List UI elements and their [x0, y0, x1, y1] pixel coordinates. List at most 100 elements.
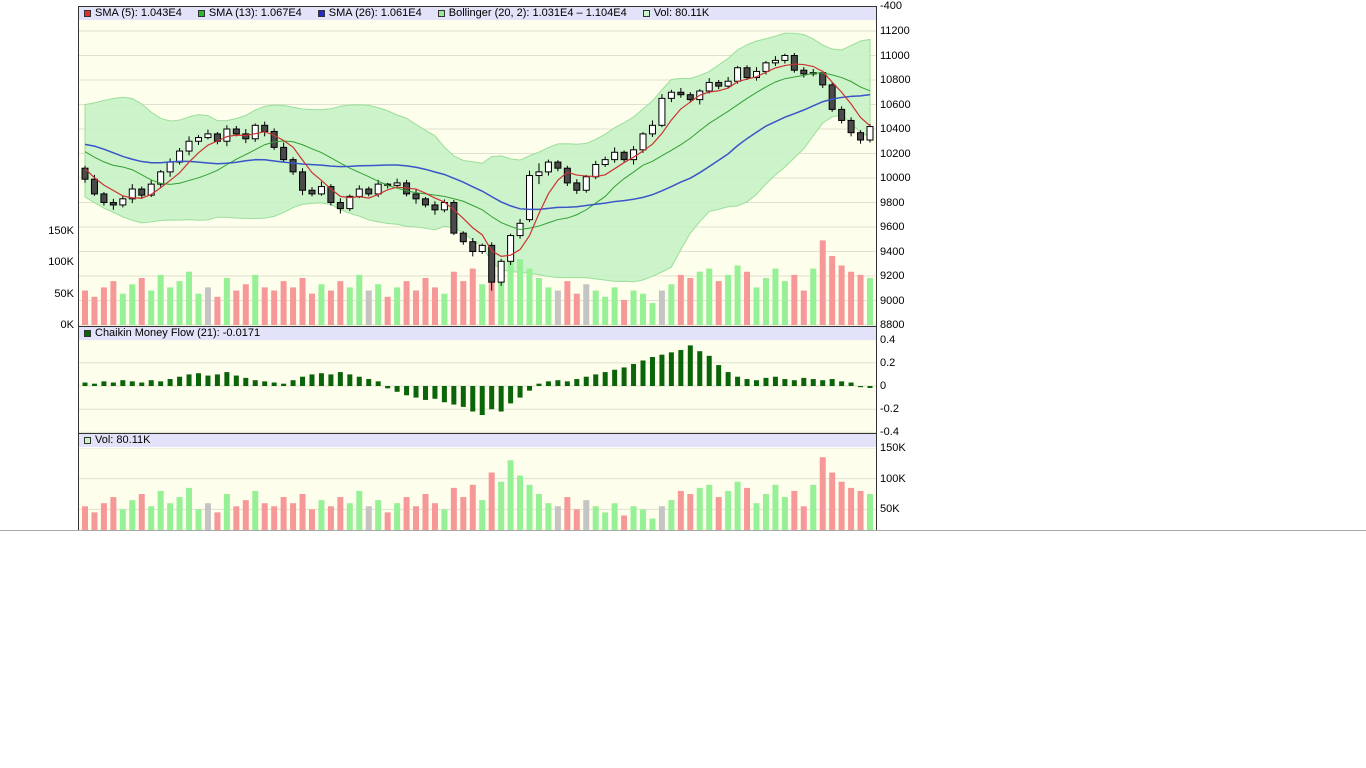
volume-bar: [384, 296, 391, 325]
legend-swatch-icon: [197, 10, 205, 17]
volume-bar: [375, 284, 382, 325]
volume-bar: [167, 503, 174, 530]
cmf-bar: [517, 386, 523, 398]
volume-bar: [261, 287, 268, 325]
volume-bar: [640, 509, 647, 530]
cmf-bar: [309, 374, 315, 386]
volume-bar: [204, 503, 211, 530]
cmf-bar: [725, 372, 731, 386]
legend-item[interactable]: Vol: 80.11K: [642, 7, 710, 20]
volume-bar: [781, 281, 788, 325]
axis-tick-label: 150K: [880, 442, 906, 454]
cmf-bar: [385, 386, 391, 389]
legend-item[interactable]: SMA (13): 1.067E4: [197, 7, 302, 20]
cmf-bar: [281, 383, 287, 386]
volume-bar: [403, 497, 410, 530]
legend-swatch-icon: [642, 10, 650, 17]
volume-bar: [677, 274, 684, 325]
legend-item[interactable]: Chaikin Money Flow (21): -0.0171: [84, 327, 260, 340]
volume-bar: [157, 490, 164, 530]
volume-bar: [781, 497, 788, 530]
volume-bar: [148, 506, 155, 530]
candle-body: [620, 151, 628, 161]
volume-bar: [517, 475, 524, 530]
candle-body: [90, 178, 98, 195]
cmf-bar: [716, 365, 722, 386]
volume-bar: [242, 284, 249, 325]
volume-bar: [725, 490, 732, 530]
candle-body: [705, 81, 713, 92]
volume-bar: [611, 503, 618, 530]
volume-bar: [554, 290, 561, 325]
volume-bar: [791, 274, 798, 325]
candle-body: [431, 204, 439, 211]
cmf-bar: [668, 352, 674, 386]
candle-body: [147, 183, 155, 196]
price-plot[interactable]: [79, 20, 876, 326]
sma5-line: [84, 63, 871, 258]
candle-body: [204, 133, 212, 139]
candle-body: [261, 124, 269, 132]
cmf-bar: [224, 372, 230, 386]
candle-body: [81, 167, 89, 180]
cmf-bar: [498, 386, 504, 412]
legend-item[interactable]: SMA (5): 1.043E4: [84, 7, 182, 20]
axis-tick-label: 10200: [880, 147, 911, 160]
axis-tick-label: 10400: [880, 123, 911, 135]
candle-body: [734, 67, 742, 82]
legend-item[interactable]: Vol: 80.11K: [84, 434, 150, 447]
volume-bar: [573, 293, 580, 325]
cmf-bar: [214, 374, 220, 386]
legend-label: Bollinger (20, 2): 1.031E4 – 1.104E4: [448, 7, 627, 19]
cmf-bar: [697, 351, 703, 386]
volume-bar: [753, 503, 760, 530]
volume-bar: [687, 494, 694, 530]
legend-label: Vol: 80.11K: [653, 7, 710, 19]
candle-body: [582, 176, 590, 191]
volume-bar: [498, 481, 505, 530]
volume-panel-legend-bar: Vol: 80.11K: [79, 434, 876, 447]
volume-bar: [658, 290, 665, 325]
volume-bar: [129, 284, 136, 325]
candle-body: [119, 198, 127, 206]
candle-body: [232, 128, 240, 135]
volume-bar: [327, 290, 334, 325]
candle-body: [592, 164, 600, 178]
candle-body: [421, 198, 429, 206]
candle-body: [639, 133, 647, 151]
volume-plot[interactable]: [79, 448, 876, 530]
cmf-bar: [735, 376, 741, 386]
legend-label: Chaikin Money Flow (21): -0.0171: [95, 327, 261, 339]
axis-tick-label: 100K: [48, 256, 74, 269]
cmf-bar: [177, 376, 183, 386]
volume-bar: [375, 500, 382, 530]
candle-body: [251, 124, 259, 140]
cmf-bar: [848, 382, 854, 386]
cmf-bar: [167, 379, 173, 386]
axis-tick-label: 0.4: [880, 333, 896, 346]
candle-body: [601, 159, 609, 166]
legend-item[interactable]: SMA (26): 1.061E4: [317, 7, 422, 20]
axis-tick-label: -0.4: [880, 426, 899, 439]
cmf-bar: [148, 380, 154, 386]
volume-bar: [479, 284, 486, 325]
axis-tick-label: 9600: [880, 221, 905, 233]
volume-bar: [119, 509, 126, 530]
candle-body: [857, 132, 865, 141]
volume-bar: [422, 494, 429, 530]
candle-body: [781, 55, 789, 61]
cmf-bar: [810, 379, 816, 386]
cmf-bar: [687, 345, 693, 386]
price-panel-legend-bar: SMA (5): 1.043E4 SMA (13): 1.067E4 SMA (26…: [79, 7, 876, 20]
cmf-plot[interactable]: [79, 340, 876, 433]
legend-item[interactable]: Bollinger (20, 2): 1.031E4 – 1.104E4: [437, 7, 627, 20]
volume-bar: [857, 490, 864, 530]
volume-bar: [233, 506, 240, 530]
cmf-bar: [631, 363, 637, 386]
cmf-bar: [375, 381, 381, 386]
volume-bar: [649, 303, 656, 325]
volume-bar: [346, 287, 353, 325]
volume-bar: [592, 290, 599, 325]
legend-swatch-icon: [437, 10, 445, 17]
volume-bar: [271, 506, 278, 530]
